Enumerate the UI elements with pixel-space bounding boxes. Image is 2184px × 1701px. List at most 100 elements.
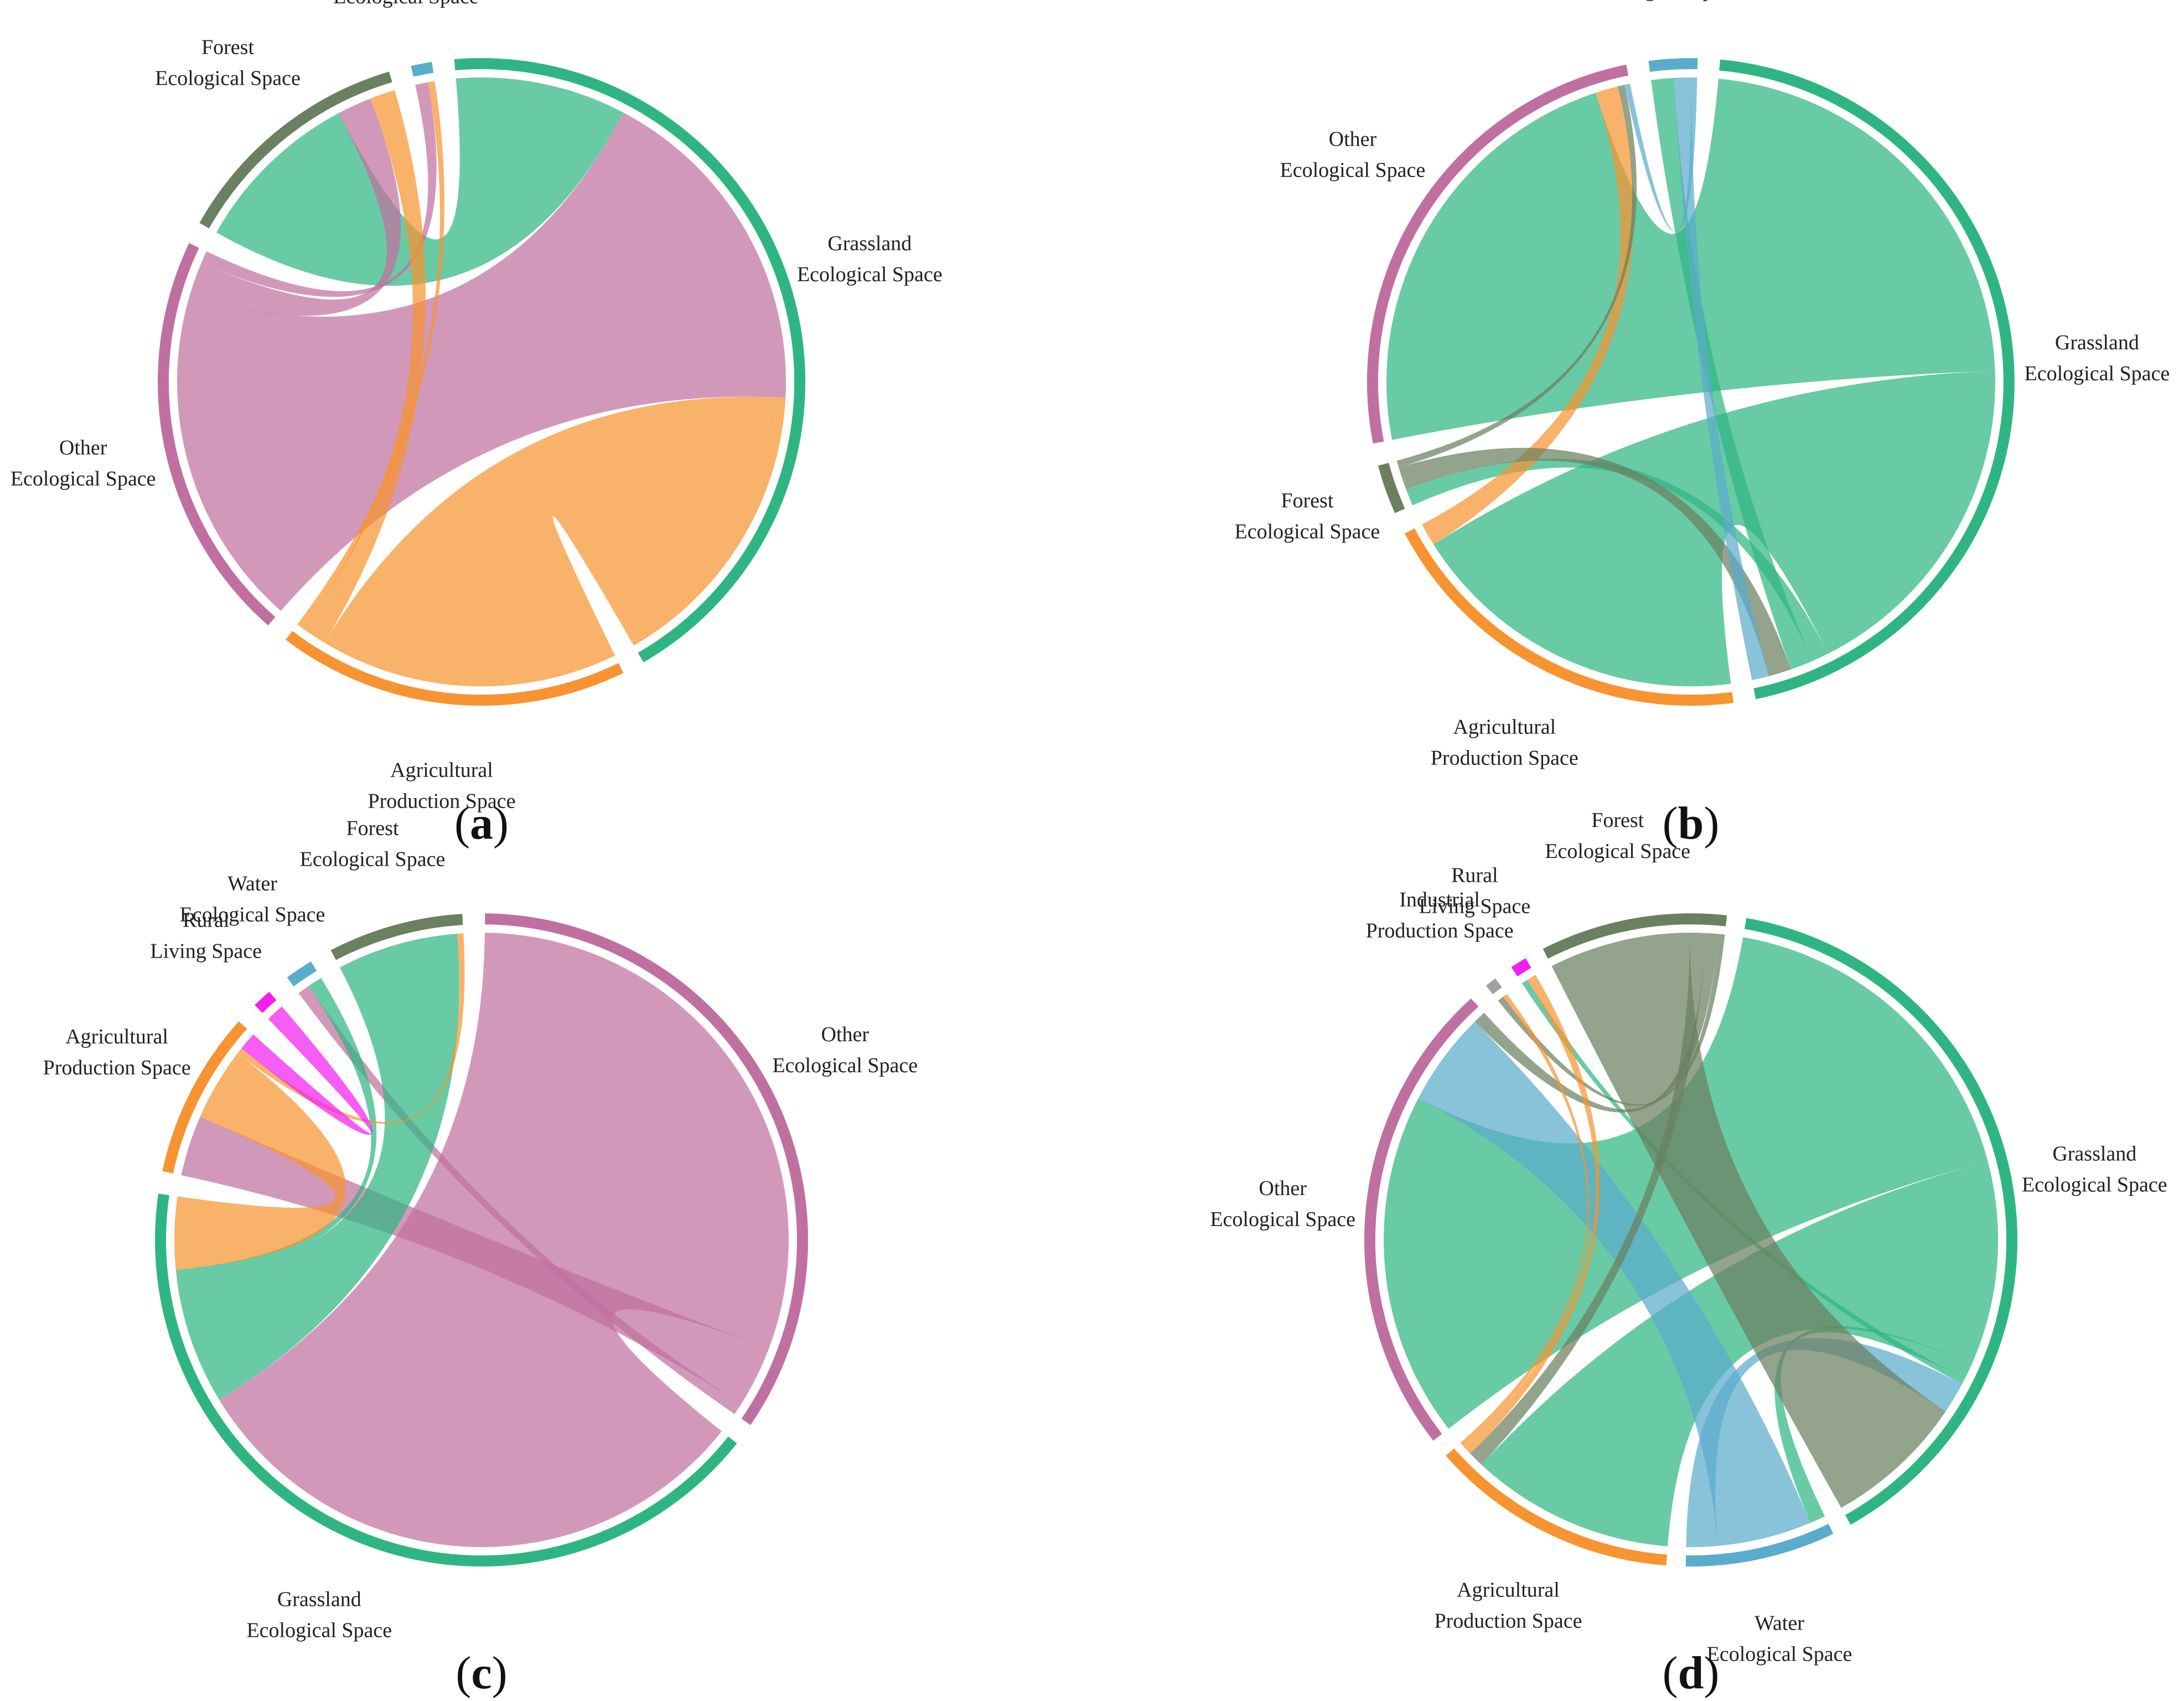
panel-label-letter: c: [471, 1647, 491, 1699]
ribbon-grassland-ecological-space-to-forest-ecological-space: [177, 933, 459, 1400]
node-arc-agricultural-production-space: [1446, 1448, 1667, 1566]
node-label-other-ecological-space: Other Ecological Space: [772, 1023, 918, 1077]
panel-label-c: (c): [456, 1647, 507, 1699]
node-label-grassland-ecological-space: Grassland Ecological Space: [2025, 331, 2170, 385]
node-label-agricultural-production-space: Agricultural Production Space: [1434, 1578, 1582, 1632]
panel-label-open: (: [454, 798, 470, 849]
ribbon-agricultural-production-space-to-forest-ecological-space: [303, 90, 426, 643]
node-arc-agricultural-production-space: [1405, 528, 1734, 706]
node-label-line: Other: [821, 1023, 870, 1046]
node-arc-forest-ecological-space: [199, 71, 392, 229]
ribbon-grassland-ecological-space-to-forest-ecological-space: [1406, 458, 1828, 661]
node-label-line: Production Space: [1431, 746, 1579, 769]
ribbon-other-ecological-space-to-agricultural-production-space: [181, 1116, 769, 1404]
node-label-line: Forest: [346, 817, 399, 840]
ribbons: [1384, 932, 1999, 1547]
ribbons: [174, 933, 789, 1547]
panel-label-close: ): [493, 798, 509, 849]
node-arc-grassland-ecological-space: [1719, 59, 2015, 700]
node-label-line: Grassland: [277, 1588, 361, 1611]
node-label-forest-ecological-space: Forest Ecological Space: [300, 817, 446, 871]
node-label-line: Ecological Space: [155, 67, 301, 90]
panel-label-letter: b: [1678, 798, 1704, 849]
node-label-line: Ecological Space: [2025, 362, 2170, 385]
node-arc-water-ecological-space: [411, 61, 434, 77]
panel-label-open: (: [1663, 798, 1678, 849]
node-label-line: Living Space: [1419, 895, 1531, 918]
node-label-grassland-ecological-space: Grassland Ecological Space: [246, 1588, 392, 1642]
node-label-line: Ecological Space: [1210, 1208, 1355, 1231]
node-label-grassland-ecological-space: Grassland Ecological Space: [797, 232, 943, 286]
node-arc-grassland-ecological-space: [1744, 918, 2018, 1525]
node-arc-water-ecological-space: [287, 961, 317, 987]
node-arc-agricultural-production-space: [162, 1021, 247, 1173]
ribbon-water-ecological-space-to-other-ecological-space: [1624, 77, 1697, 232]
node-label-rural-living-space: Rural Living Space: [1419, 864, 1531, 918]
node-arc-other-ecological-space: [1364, 998, 1479, 1441]
node-label-line: Ecological Space: [797, 263, 943, 286]
node-label-agricultural-production-space: Agricultural Production Space: [1431, 715, 1579, 769]
node-label-other-ecological-space: Other Ecological Space: [1280, 128, 1426, 182]
panel-label-letter: d: [1678, 1647, 1704, 1699]
ribbon-grassland-ecological-space-to-forest-ecological-space: [216, 77, 624, 286]
node-label-line: Rural: [1451, 864, 1498, 887]
chord-chart-a: Grassland Ecological Space Agricultural Pro…: [11, 0, 943, 849]
node-label-agricultural-production-space: Agricultural Production Space: [368, 759, 515, 813]
node-arc-rural-living-space: [1511, 958, 1531, 976]
node-label-line: Production Space: [1366, 919, 1514, 943]
node-label-agricultural-production-space: Agricultural Production Space: [43, 1025, 191, 1079]
node-label-line: Ecological Space: [333, 0, 479, 8]
ribbon-other-ecological-space-to-grassland-ecological-space: [219, 933, 789, 1547]
node-label-line: Rural: [183, 909, 229, 932]
ribbon-agricultural-production-space-to-grassland-ecological-space: [174, 1053, 346, 1270]
node-label-forest-ecological-space: Forest Ecological Space: [155, 36, 301, 90]
node-label-other-ecological-space: Other Ecological Space: [1210, 1177, 1355, 1231]
ribbon-grassland-ecological-space-to-agricultural-production-space: [1481, 1161, 1999, 1547]
node-label-line: Agricultural: [1457, 1578, 1560, 1601]
node-arc-grassland-ecological-space: [155, 1193, 737, 1567]
ribbon-water-ecological-space-to-grassland-ecological-space: [1686, 1338, 1962, 1547]
node-arc-water-ecological-space: [1685, 1523, 1834, 1566]
panel-label-letter: a: [470, 798, 493, 849]
node-label-line: Ecological Space: [1596, 0, 1741, 2]
node-label-line: Water: [1755, 1612, 1804, 1635]
node-label-line: Grassland: [827, 232, 912, 255]
node-label-line: Production Space: [43, 1056, 191, 1079]
node-label-line: Grassland: [2055, 331, 2139, 354]
ribbon-other-ecological-space-to-forest-ecological-space: [189, 99, 401, 316]
ribbon-forest-ecological-space-to-grassland-ecological-space: [1399, 447, 1791, 676]
node-arc-forest-ecological-space: [330, 914, 463, 960]
node-label-line: Grassland: [2052, 1142, 2136, 1166]
node-label-other-ecological-space: Other Ecological Space: [11, 436, 156, 490]
panel-label-close: ): [492, 1647, 508, 1699]
ribbon-grassland-ecological-space-to-water-ecological-space: [1651, 77, 1813, 670]
chord-chart-d: Grassland Ecological Space Water Ecological…: [1210, 809, 2167, 1699]
panel-label-d: (d): [1663, 1647, 1720, 1699]
node-arc-other-ecological-space: [1367, 64, 1629, 444]
node-label-line: Other: [1329, 128, 1377, 151]
node-arc-forest-ecological-space: [1378, 463, 1405, 514]
panel-label-close: ): [1704, 1647, 1719, 1699]
node-label-line: Production Space: [368, 790, 515, 813]
chord-chart-c: Other Ecological Space Grassland Ecological…: [43, 817, 918, 1699]
ribbon-other-ecological-space-to-grassland-ecological-space: [177, 112, 786, 611]
node-arc-other-ecological-space: [158, 243, 276, 625]
node-label-line: Forest: [201, 36, 254, 59]
node-label-line: Forest: [1281, 489, 1333, 513]
node-label-line: Other: [59, 436, 107, 459]
node-label-line: Agricultural: [65, 1025, 168, 1048]
ribbons: [177, 77, 786, 687]
node-label-line: Forest: [1591, 809, 1644, 832]
panel-label-open: (: [456, 1647, 471, 1699]
node-label-line: Production Space: [1434, 1609, 1582, 1632]
node-label-line: Ecological Space: [11, 467, 156, 490]
node-arc-agricultural-production-space: [286, 630, 624, 706]
ribbon-water-ecological-space-to-grassland-ecological-space: [1674, 77, 1769, 680]
node-label-line: Ecological Space: [772, 1054, 918, 1077]
panel-label-b: (b): [1663, 798, 1720, 849]
node-label-industrial-production-space: Industrial Production Space: [1366, 888, 1514, 943]
node-label-line: Other: [1259, 1177, 1307, 1200]
